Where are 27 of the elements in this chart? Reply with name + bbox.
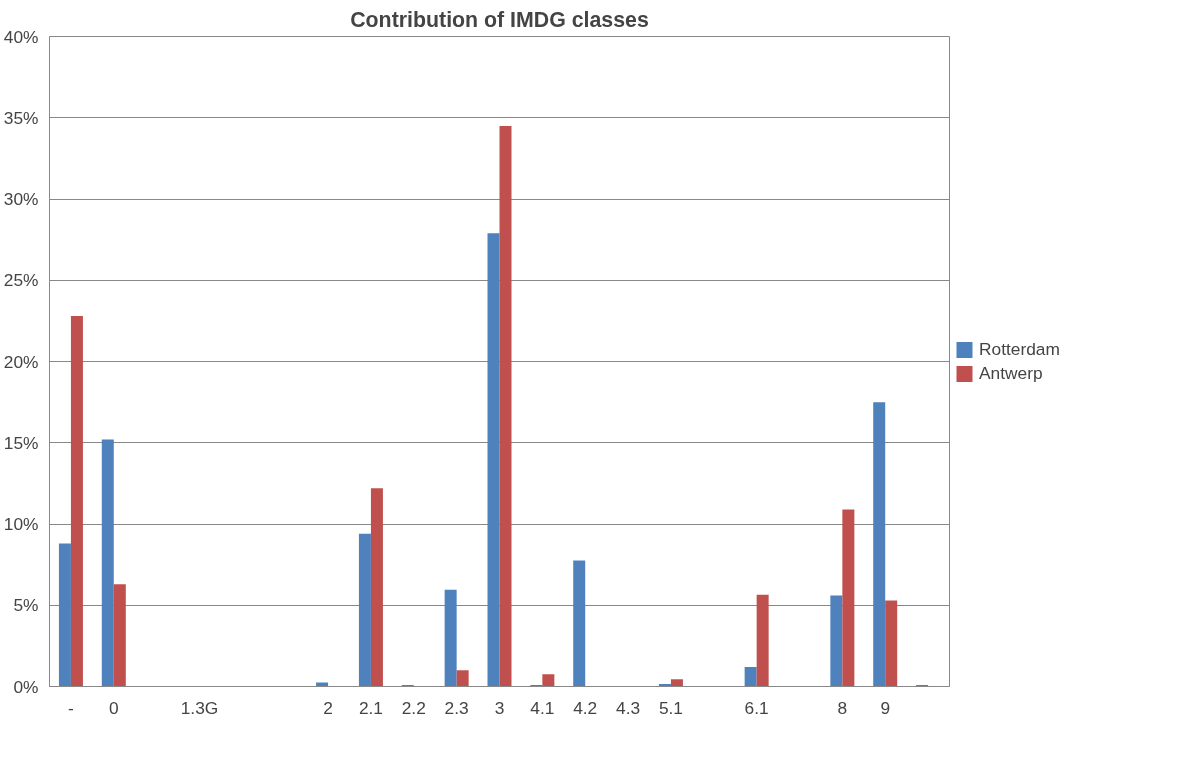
y-tick-label: 30%: [3, 189, 39, 209]
y-tick-label: 15%: [3, 432, 39, 453]
legend-label: Antwerp: [979, 362, 1044, 384]
y-tick-label: 40%: [3, 26, 39, 47]
x-tick-label: 2.1: [358, 697, 383, 718]
x-tick-label: 2: [323, 697, 333, 718]
x-tick-label: 2.3: [444, 697, 469, 718]
x-tick-label: 4.2: [573, 697, 598, 718]
y-tick-label: 0%: [13, 676, 39, 697]
y-tick-label: 25%: [3, 270, 39, 291]
y-tick-label: 5%: [13, 595, 39, 616]
x-tick-label: 2.2: [401, 697, 426, 718]
x-tick-label: -: [68, 697, 74, 718]
y-tick-label: 10%: [3, 514, 39, 534]
x-tick-label: 4.1: [530, 697, 555, 718]
x-tick-label: 5.1: [658, 697, 683, 718]
y-tick-label: 20%: [3, 351, 39, 372]
x-tick-label: 1.3G: [180, 697, 219, 718]
x-tick-label: 6.1: [744, 697, 769, 718]
legend-label: Rotterdam: [979, 338, 1060, 360]
y-tick-label: 35%: [3, 107, 39, 128]
x-tick-label: 8: [837, 697, 848, 718]
chart-title: Contribution of IMDG classes: [350, 7, 649, 32]
x-tick-label: 3: [494, 697, 505, 718]
x-tick-label: 0: [108, 697, 119, 718]
x-tick-label: 4.3: [616, 697, 641, 718]
x-tick-label: 9: [880, 697, 891, 718]
